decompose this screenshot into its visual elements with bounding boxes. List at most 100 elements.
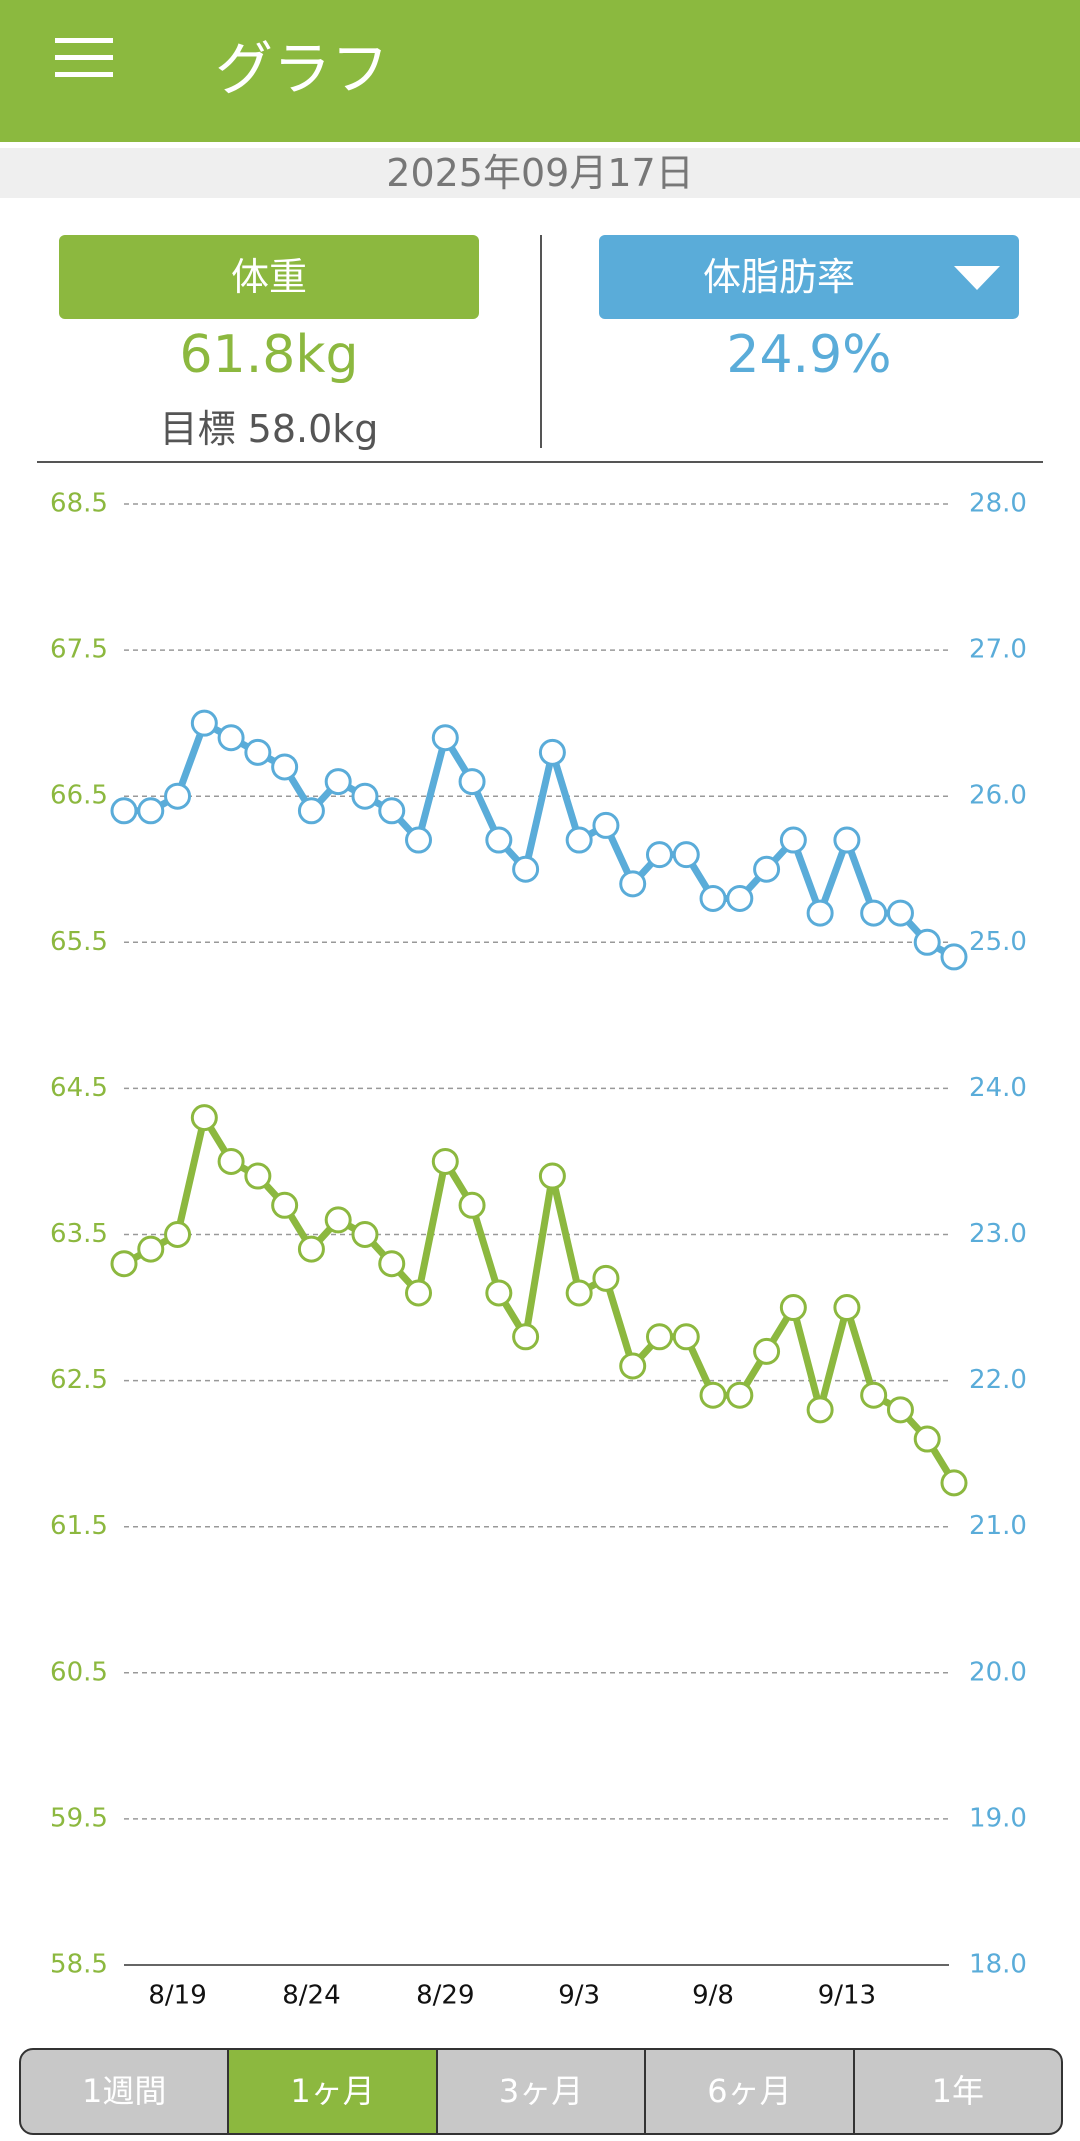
- point: [137, 1235, 165, 1263]
- tab[interactable]: 1年: [852, 2050, 1061, 2133]
- point: [886, 899, 914, 927]
- chart: 58.5 59.5 60.5 61.5 62.5 63.5 64.5 65.5 66.5 67.5…: [50, 489, 1027, 2011]
- point: [940, 943, 968, 971]
- divider: [540, 235, 542, 448]
- point: [645, 1323, 673, 1351]
- point: [217, 1147, 245, 1175]
- y2-tick-label: 24.0: [969, 1073, 1027, 1103]
- weight-button[interactable]: 体重: [59, 235, 479, 319]
- fat-label: 体脂肪率: [702, 255, 855, 299]
- y2-tick-label: 22.0: [969, 1365, 1027, 1395]
- point: [913, 1425, 941, 1453]
- point: [806, 899, 834, 927]
- point: [458, 1191, 486, 1219]
- y-tick-label: 67.5: [50, 635, 108, 665]
- y-tick-label: 64.5: [50, 1073, 108, 1103]
- tab-selected[interactable]: 1ヶ月: [227, 2050, 436, 2133]
- point: [378, 1250, 406, 1278]
- point: [271, 1191, 299, 1219]
- point: [405, 826, 433, 854]
- point: [672, 841, 700, 869]
- point: [779, 1294, 807, 1322]
- point: [297, 1235, 325, 1263]
- y2-tick-label: 21.0: [969, 1511, 1027, 1541]
- y2-tick-label: 26.0: [969, 781, 1027, 811]
- point: [565, 1279, 593, 1307]
- tab[interactable]: 1週間: [82, 2072, 167, 2110]
- tab[interactable]: 3ヶ月: [435, 2050, 644, 2133]
- point: [324, 1206, 352, 1234]
- title: グラフ: [215, 35, 390, 103]
- menu-icon[interactable]: [55, 38, 113, 78]
- y-tick-label: 60.5: [50, 1657, 108, 1687]
- point: [110, 797, 138, 825]
- y-tick-label: 68.5: [50, 489, 108, 519]
- x-tick-label: 9/8: [692, 1981, 734, 2011]
- point: [940, 1469, 968, 1497]
- y2-tick-label: 18.0: [969, 1950, 1027, 1980]
- point: [753, 1337, 781, 1365]
- point: [779, 826, 807, 854]
- y-tick-label: 61.5: [50, 1511, 108, 1541]
- y2-tick-label: 25.0: [969, 927, 1027, 957]
- point: [164, 1221, 192, 1248]
- y-tick-label: 62.5: [50, 1365, 108, 1395]
- y2-tick-label: 20.0: [969, 1657, 1027, 1687]
- point: [538, 1162, 566, 1190]
- y-tick-label: 59.5: [50, 1803, 108, 1833]
- point: [217, 724, 245, 752]
- point: [351, 782, 379, 810]
- y2-tick-label: 28.0: [969, 489, 1027, 519]
- point: [592, 1264, 620, 1292]
- fat-button[interactable]: 体脂肪率: [599, 235, 1019, 319]
- tab[interactable]: 6ヶ月: [644, 2050, 852, 2133]
- point: [619, 870, 647, 898]
- point: [833, 826, 861, 854]
- range-tabs: 1週間 1ヶ月 3ヶ月 6ヶ月 1年: [19, 2048, 1063, 2135]
- separator: [37, 461, 1043, 463]
- x-tick-label: 8/19: [148, 1981, 206, 2011]
- point: [378, 797, 406, 825]
- point: [886, 1396, 914, 1424]
- point: [324, 768, 352, 796]
- point: [405, 1279, 433, 1307]
- point: [565, 826, 593, 854]
- point: [699, 1381, 727, 1409]
- point: [512, 1323, 540, 1351]
- point: [244, 738, 272, 766]
- point: [619, 1352, 647, 1380]
- point: [672, 1323, 700, 1351]
- x-tick-label: 9/13: [818, 1981, 876, 2011]
- point: [726, 884, 754, 912]
- point: [538, 738, 566, 766]
- point: [485, 1279, 513, 1307]
- goal: 目標 58.0kg: [159, 407, 379, 451]
- point: [190, 1104, 218, 1132]
- point: [833, 1294, 861, 1322]
- x-tick-label: 8/29: [416, 1981, 474, 2011]
- fat-value: 24.9%: [726, 325, 892, 385]
- y-tick-label: 65.5: [50, 927, 108, 957]
- date: 2025年09月17日: [0, 148, 1080, 198]
- point: [753, 855, 781, 883]
- point: [190, 709, 218, 737]
- dropdown-arrow[interactable]: [954, 266, 1000, 290]
- point: [137, 797, 165, 825]
- point: [297, 797, 325, 825]
- point: [645, 841, 673, 869]
- point: [860, 1381, 888, 1409]
- point: [512, 855, 540, 883]
- y2-tick-label: 23.0: [969, 1219, 1027, 1249]
- point: [431, 1147, 459, 1175]
- point: [431, 724, 459, 752]
- point: [271, 753, 299, 781]
- y-tick-label: 58.5: [50, 1950, 108, 1980]
- point: [860, 899, 888, 927]
- point: [351, 1221, 379, 1248]
- app-bar: グラフ: [0, 0, 1080, 142]
- y2-tick-label: 27.0: [969, 635, 1027, 665]
- x-tick-label: 8/24: [282, 1981, 340, 2011]
- point: [164, 782, 192, 810]
- point: [485, 826, 513, 854]
